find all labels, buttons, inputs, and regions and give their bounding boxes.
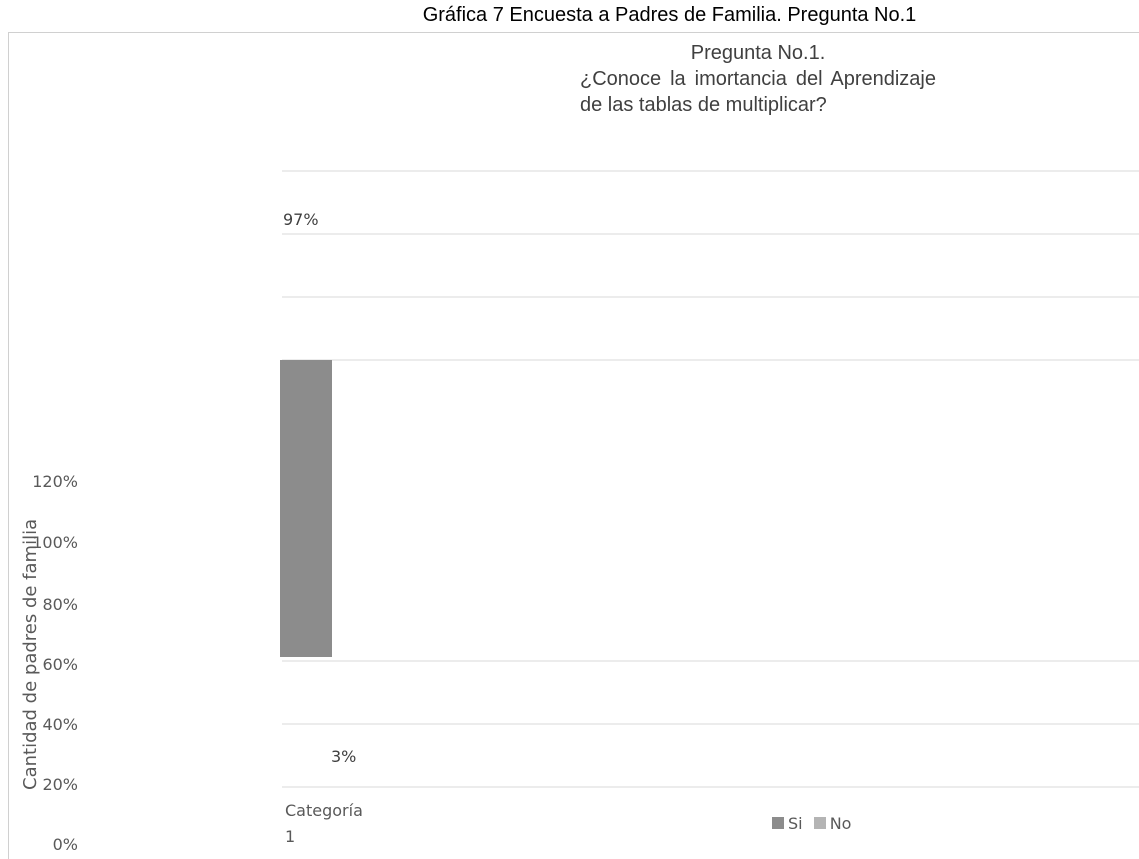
legend-label-no: No [829,814,852,833]
chart-title-line2: ¿Conoce la imortancia del Aprendizaje de… [580,68,936,116]
chart-title: Pregunta No.1. ¿Conoce la imortancia del… [580,40,936,118]
x-category-label: Categoría 1 [285,798,405,850]
data-label-si: 97% [283,210,319,229]
y-tick-label: 80% [42,595,78,614]
y-axis-title: Cantidad de padres de familia [20,518,41,790]
x-category-label-line2: 1 [285,827,296,846]
y-tick-label: 0% [53,835,78,854]
x-category-label-line1: Categoría [285,801,363,820]
legend-item-no: No [813,814,852,833]
data-label-no: 3% [331,747,356,766]
legend: Si No [772,814,857,833]
chart-title-line1: Pregunta No.1. [690,42,826,64]
y-tick-label: 40% [42,715,78,734]
legend-label-si: Si [788,814,803,833]
legend-swatch-no [813,817,826,829]
y-tick-label: 20% [42,775,78,794]
bar-si [280,360,332,657]
chart-frame [8,32,1139,859]
y-tick-label: 100% [32,533,78,552]
legend-swatch-si [772,817,784,829]
figure-caption: Gráfica 7 Encuesta a Padres de Familia. … [422,4,917,26]
y-tick-label: 120% [32,472,78,491]
legend-item-si: Si [772,814,803,833]
y-tick-label: 60% [42,655,78,674]
